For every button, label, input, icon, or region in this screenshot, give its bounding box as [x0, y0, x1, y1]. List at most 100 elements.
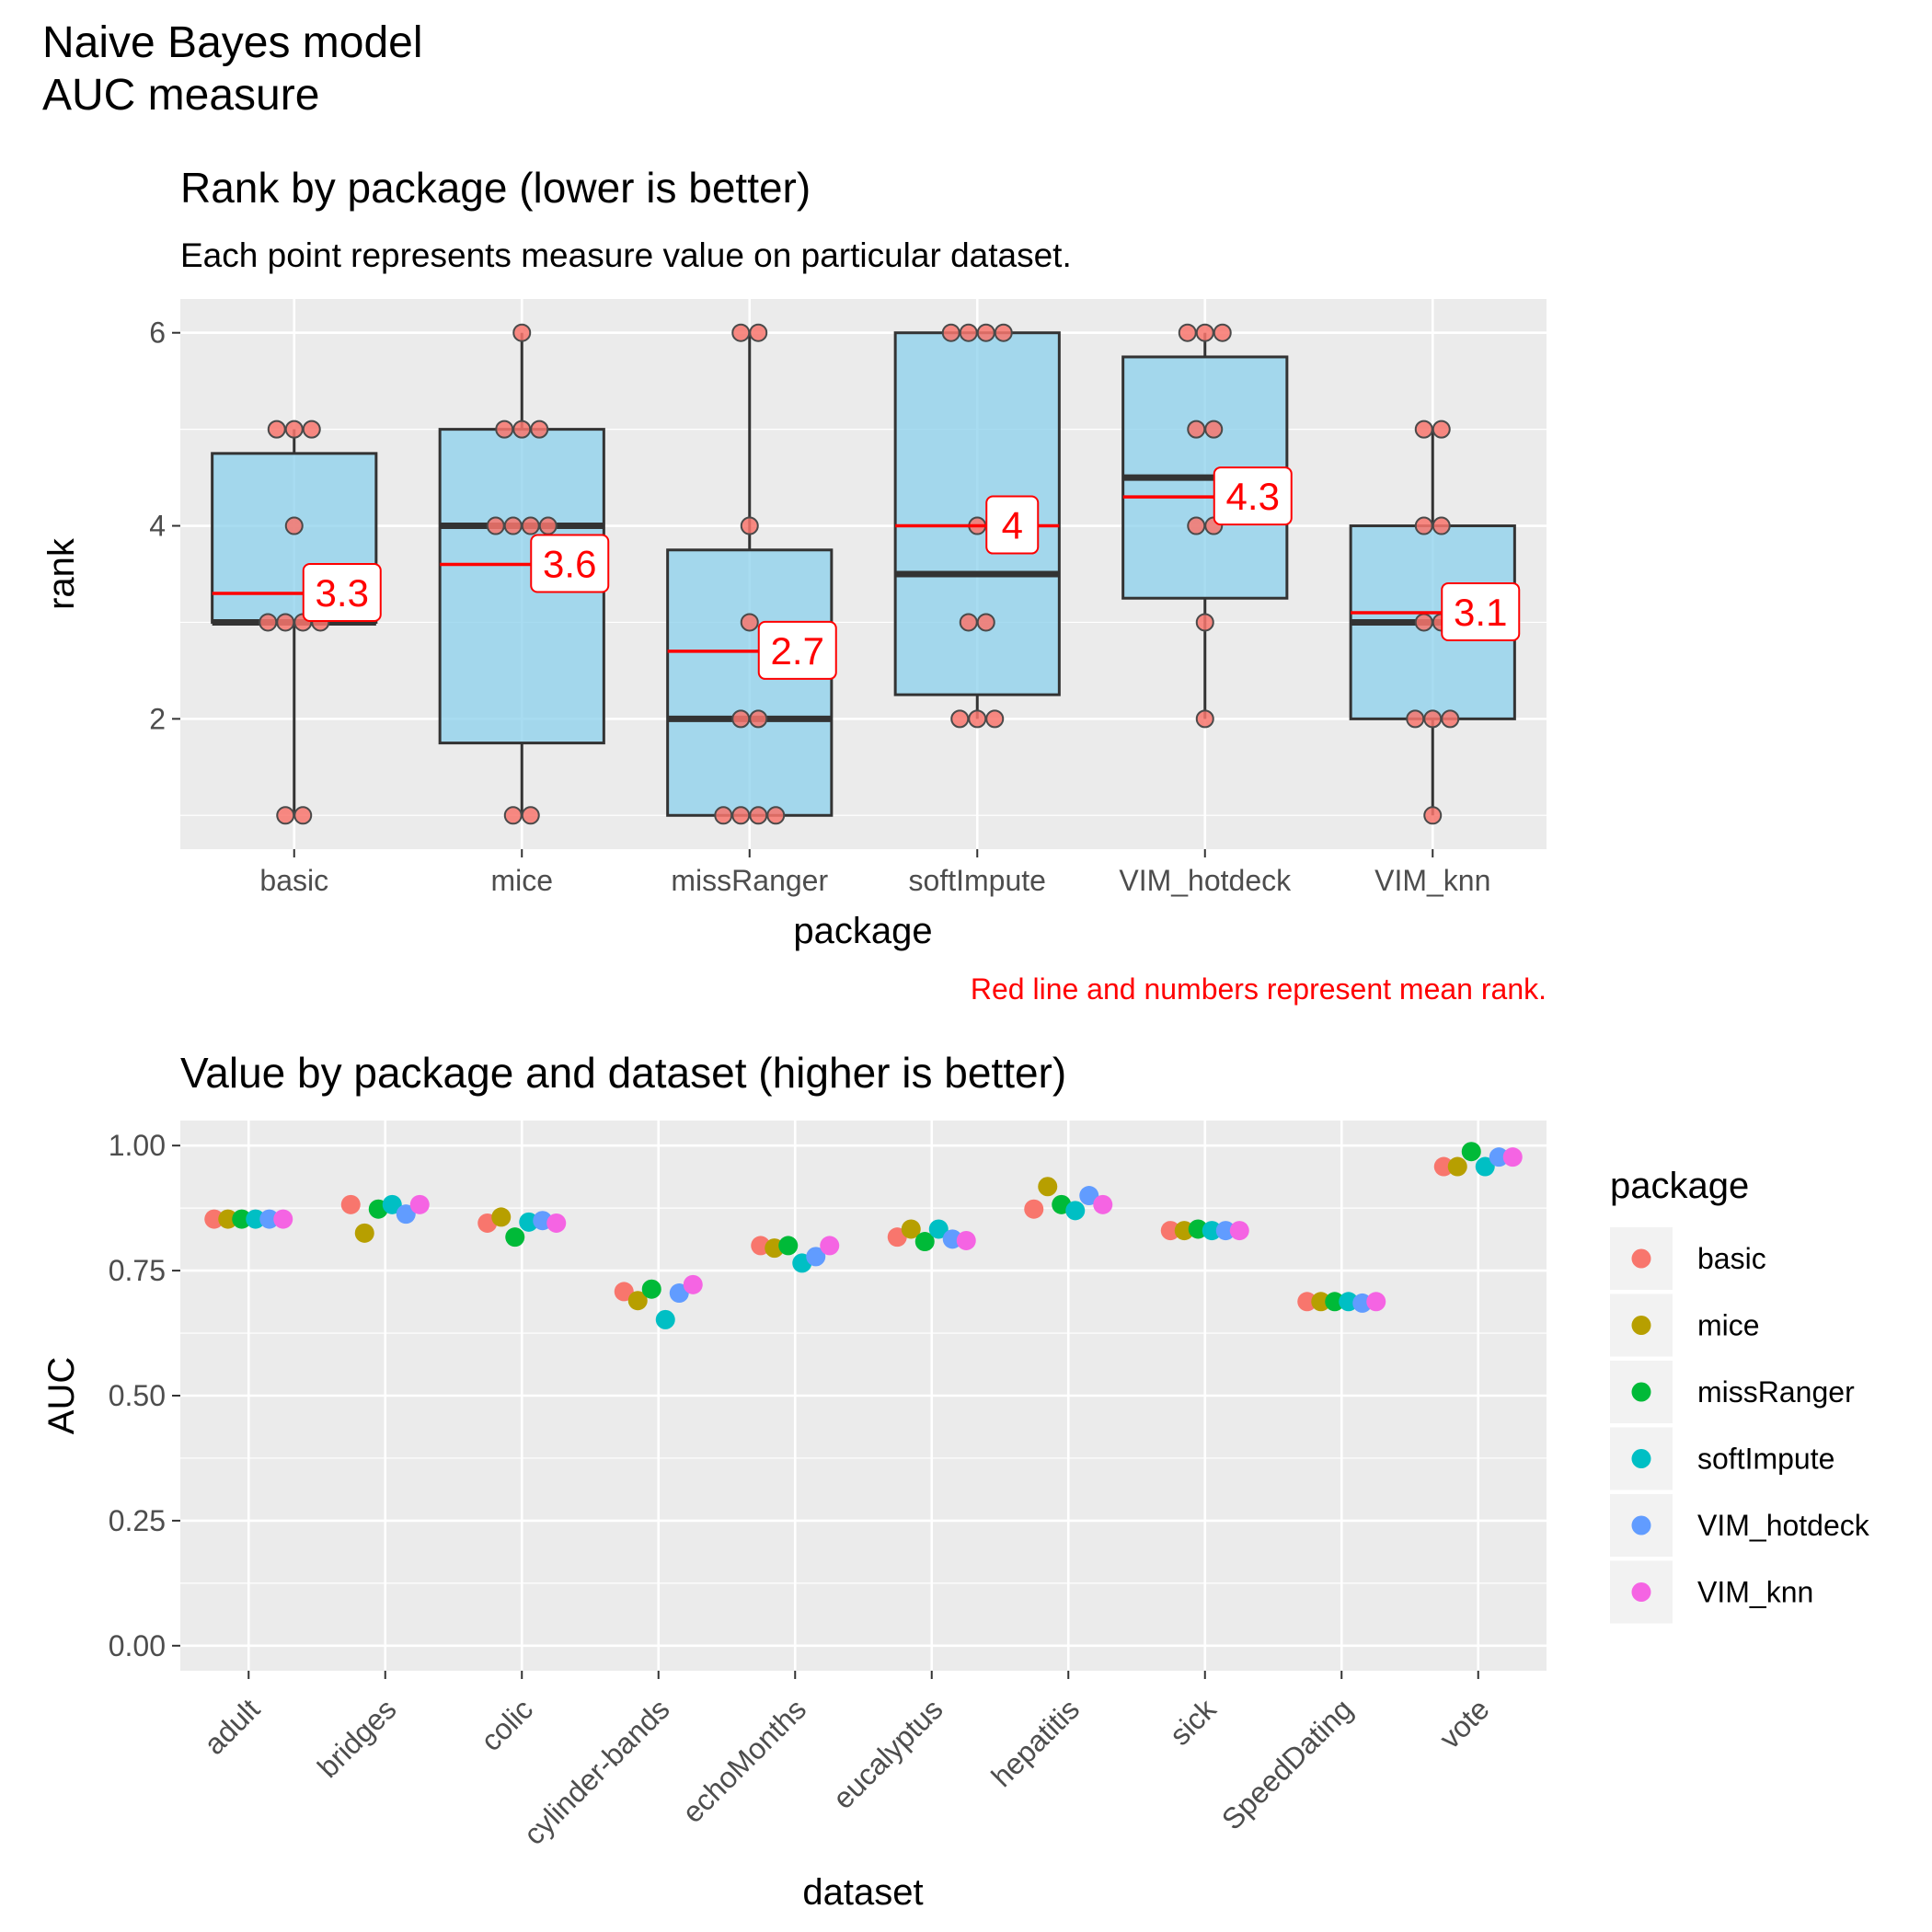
x-tick-label-colic: colic [474, 1692, 539, 1757]
rank-point [985, 709, 1005, 729]
mean-label: 4 [1002, 504, 1023, 547]
legend-item-missranger: missRanger [1610, 1361, 1855, 1423]
legend-marker [1631, 1248, 1651, 1269]
rank-point [302, 420, 321, 439]
rank-chart-subtitle: Each point represents measure value on p… [180, 236, 1072, 274]
rank-point [1187, 516, 1206, 535]
legend-item-vim-hotdeck: VIM_hotdeck [1610, 1494, 1870, 1557]
legend-item-vim-knn: VIM_knn [1610, 1560, 1813, 1624]
point-vim-knn-hepatitis [1093, 1194, 1113, 1214]
rank-point [267, 420, 286, 439]
x-tick-label-bridges: bridges [311, 1692, 403, 1784]
x-tick-label-eucalyptus: eucalyptus [826, 1692, 949, 1815]
point-vim-hotdeck-echomonths [806, 1247, 826, 1267]
legend-label: VIM_hotdeck [1697, 1509, 1870, 1542]
figure-title-line1: Naive Bayes model [42, 18, 423, 67]
point-missranger-vote [1461, 1142, 1481, 1162]
rank-point [284, 516, 304, 535]
mean-label-box [1213, 466, 1293, 526]
point-vim-hotdeck-hepatitis [1079, 1186, 1099, 1206]
rank-point [259, 613, 278, 632]
point-mice-speeddating [1311, 1292, 1331, 1312]
point-vim-knn-bridges [409, 1194, 430, 1214]
rank-point [1432, 420, 1451, 439]
rank-point [1195, 323, 1214, 342]
point-vim-knn-echomonths [820, 1236, 840, 1256]
legend-label: VIM_knn [1697, 1576, 1813, 1609]
point-basic-hepatitis [1024, 1199, 1044, 1219]
rank-point [293, 806, 313, 825]
point-softimpute-hepatitis [1065, 1201, 1086, 1221]
rank-point [276, 806, 295, 825]
rank-point [959, 613, 978, 632]
rank-point [714, 806, 733, 825]
legend-item-mice: mice [1610, 1294, 1760, 1357]
point-basic-vote [1433, 1156, 1454, 1177]
y-tick-label: 4 [149, 510, 166, 543]
rank-point [749, 806, 768, 825]
rank-point [731, 709, 751, 729]
point-mice-cylinder-bands [627, 1291, 648, 1311]
rank-point [284, 420, 304, 439]
point-missranger-speeddating [1325, 1292, 1345, 1312]
legend-marker [1631, 1316, 1651, 1335]
y-tick-label: 0.00 [109, 1629, 166, 1662]
rank-point [276, 613, 295, 632]
point-vim-hotdeck-sick [1215, 1221, 1236, 1241]
rank-mean-markers: 3.3 3.6 2.7 4 4.3 3.1 [212, 466, 1521, 680]
legend-marker [1631, 1582, 1651, 1602]
mean-label-box [302, 562, 382, 622]
point-missranger-colic [505, 1227, 525, 1248]
y-tick-label: 0.75 [109, 1254, 166, 1287]
mean-label: 3.6 [543, 543, 596, 586]
rank-point [495, 420, 514, 439]
rank-boxplot-panel: Rank by package (lower is better) Each p… [41, 164, 1547, 1006]
point-basic-cylinder-bands [614, 1282, 634, 1302]
point-missranger-cylinder-bands [641, 1279, 661, 1299]
rank-chart-caption: Red line and numbers represent mean rank… [971, 972, 1547, 1006]
point-mice-bridges [354, 1223, 374, 1243]
auc-chart-title: Value by package and dataset (higher is … [180, 1049, 1066, 1097]
auc-y-axis-label: AUC [41, 1357, 82, 1434]
auc-scatter-panel: Value by package and dataset (higher is … [41, 1049, 1870, 1913]
rank-point [503, 516, 523, 535]
mean-label-box [530, 534, 610, 593]
rank-point [538, 516, 558, 535]
x-tick-label-basic: basic [259, 864, 328, 897]
rank-point [976, 613, 995, 632]
box-missranger [666, 332, 834, 817]
x-tick-label-hepatitis: hepatitis [984, 1692, 1086, 1793]
legend-marker [1631, 1515, 1651, 1535]
rank-point [512, 323, 532, 342]
legend-title: package [1610, 1166, 1749, 1206]
rank-point [512, 420, 532, 439]
rank-point [1441, 709, 1460, 729]
point-softimpute-adult [246, 1209, 266, 1229]
point-mice-vote [1447, 1156, 1467, 1177]
mean-label: 3.1 [1454, 591, 1507, 634]
point-vim-knn-colic [546, 1213, 567, 1233]
figure-title-line2: AUC measure [42, 71, 319, 120]
point-vim-knn-vote [1502, 1147, 1523, 1167]
point-missranger-adult [232, 1209, 252, 1229]
point-softimpute-vote [1475, 1156, 1495, 1177]
legend-item-softimpute: softImpute [1610, 1427, 1834, 1490]
point-softimpute-eucalyptus [928, 1219, 949, 1239]
rank-point [731, 323, 751, 342]
point-vim-hotdeck-vote [1489, 1147, 1509, 1167]
point-basic-sick [1160, 1221, 1180, 1241]
rank-point [1204, 420, 1224, 439]
x-tick-label-mice: mice [490, 864, 553, 897]
rank-point [941, 323, 960, 342]
rank-point [1406, 709, 1425, 729]
mean-label-box [1441, 581, 1521, 641]
legend-label: missRanger [1697, 1375, 1855, 1409]
point-mice-eucalyptus [901, 1219, 921, 1239]
rank-point [1423, 709, 1443, 729]
auc-points [204, 1142, 1523, 1329]
x-tick-label-speeddating: SpeedDating [1215, 1692, 1359, 1835]
rank-points [259, 323, 1460, 825]
point-missranger-eucalyptus [914, 1232, 935, 1252]
point-vim-knn-adult [273, 1209, 293, 1229]
rank-point [486, 516, 505, 535]
